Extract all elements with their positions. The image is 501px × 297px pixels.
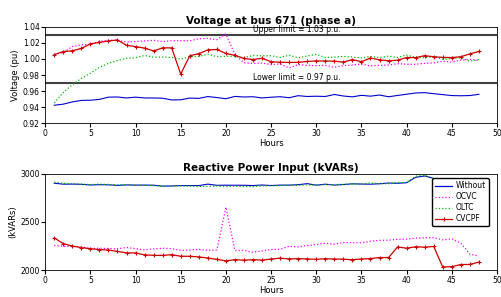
- X-axis label: Hours: Hours: [258, 286, 283, 295]
- Y-axis label: (kVARs): (kVARs): [9, 206, 18, 238]
- X-axis label: Hours: Hours: [258, 139, 283, 148]
- Legend: Without, OCVC, OLTC, CVCPF: Without, OCVC, OLTC, CVCPF: [431, 178, 487, 226]
- Text: Lower limit = 0.97 p.u.: Lower limit = 0.97 p.u.: [253, 73, 340, 82]
- Text: Upper limit = 1.03 p.u.: Upper limit = 1.03 p.u.: [253, 25, 340, 34]
- Y-axis label: Voltage (pu): Voltage (pu): [11, 49, 20, 101]
- Title: Voltage at bus 671 (phase a): Voltage at bus 671 (phase a): [186, 16, 355, 26]
- Title: Reactive Power Input (kVARs): Reactive Power Input (kVARs): [183, 163, 358, 173]
